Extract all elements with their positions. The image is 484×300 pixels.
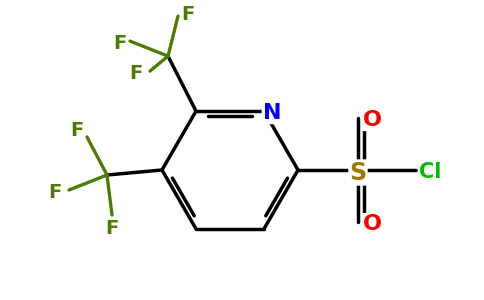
Text: F: F [182, 4, 195, 24]
Text: F: F [48, 182, 61, 202]
Text: O: O [363, 214, 381, 234]
Text: O: O [363, 110, 381, 130]
Text: F: F [113, 34, 127, 52]
Text: F: F [106, 220, 119, 238]
Text: F: F [129, 64, 143, 83]
Text: F: F [70, 122, 84, 140]
Text: N: N [263, 103, 281, 123]
Text: Cl: Cl [419, 162, 441, 182]
Text: S: S [349, 160, 366, 184]
